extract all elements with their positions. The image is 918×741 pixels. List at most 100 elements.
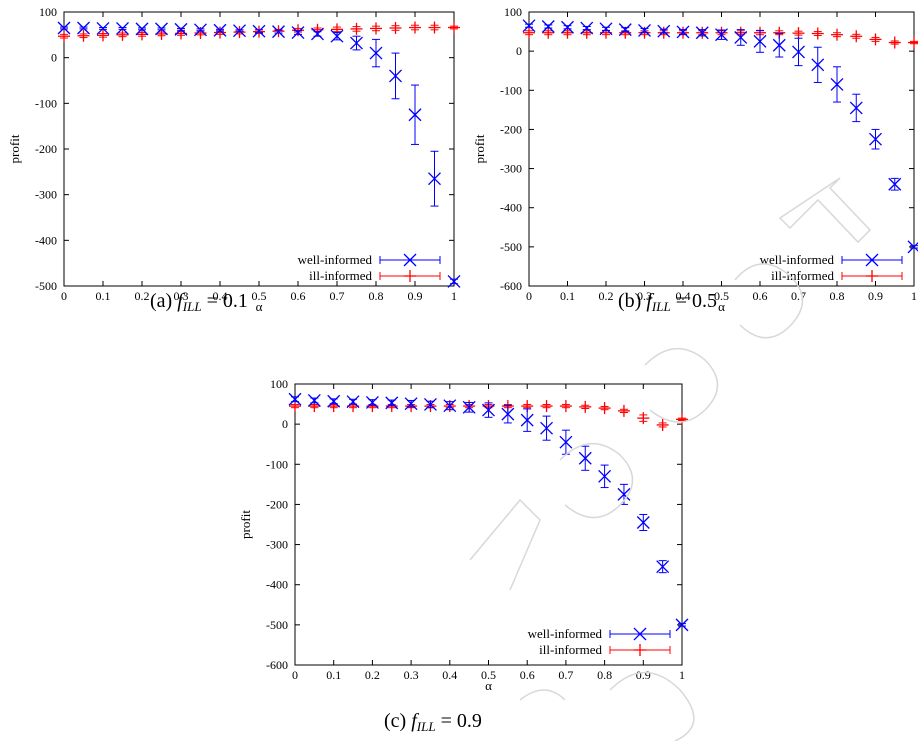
data-point: [135, 22, 149, 36]
x-tick-label: 0.9: [868, 289, 883, 303]
data-point-stroke: [428, 172, 441, 186]
data-point-stroke: [252, 24, 266, 38]
data-point-stroke: [77, 21, 90, 35]
data-point-stroke: [734, 30, 748, 44]
y-axis-label: profit: [7, 134, 22, 163]
data-point: [443, 399, 457, 413]
data-point: [598, 402, 611, 415]
data-point-stroke: [540, 421, 554, 435]
data-point: [174, 22, 188, 36]
caption-subscript: ILL: [416, 719, 436, 734]
y-tick-label: -400: [500, 201, 522, 215]
data-point: [389, 69, 402, 83]
x-tick-label: 0.5: [481, 668, 496, 682]
data-point-stroke: [307, 393, 321, 407]
data-point: [448, 21, 460, 34]
legend-label: well-informed: [528, 626, 603, 641]
x-tick-label: 0.2: [135, 289, 150, 303]
data-point-stroke: [155, 22, 168, 36]
y-tick-label: -200: [35, 142, 57, 156]
data-point: [734, 30, 748, 44]
y-axis-label: profit: [238, 510, 253, 539]
data-point: [908, 36, 918, 49]
data-point: [811, 27, 824, 40]
x-tick-label: 0.6: [291, 289, 306, 303]
x-axis-label: α: [718, 299, 725, 314]
y-tick-label: -400: [35, 233, 57, 247]
plot-frame: [294, 383, 683, 666]
data-point: [57, 21, 71, 35]
data-point-stroke: [636, 516, 650, 529]
data-point-stroke: [57, 21, 71, 35]
y-tick-label: -100: [266, 457, 288, 471]
x-tick-label: 0.4: [676, 289, 691, 303]
data-point: [370, 22, 382, 35]
data-point: [423, 398, 437, 411]
y-tick-label: -500: [500, 240, 522, 254]
charts-layer: 0 0.1 0.2 0.3 0.4 0.5 0.6 0.7 0.8 0.9 1 -500 -400 -30…: [7, 5, 918, 734]
y-tick-label: -200: [500, 122, 522, 136]
data-point-stroke: [389, 69, 402, 83]
y-tick-label: -400: [266, 578, 288, 592]
data-point: [350, 36, 363, 50]
y-axis-label: profit: [472, 134, 487, 163]
data-point-stroke: [404, 397, 418, 411]
data-point: [311, 27, 324, 41]
y-tick-label: -500: [35, 279, 57, 293]
data-point: [811, 58, 825, 72]
chart-panel-0: 0 0.1 0.2 0.3 0.4 0.5 0.6 0.7 0.8 0.9 1 -500 -400 -30…: [7, 5, 461, 314]
x-tick-label: 0.2: [599, 289, 614, 303]
data-point-stroke: [869, 132, 882, 146]
data-point-stroke: [676, 25, 690, 39]
caption-value: = 0.1: [202, 290, 248, 312]
y-tick-label: 0: [516, 44, 522, 58]
data-point: [116, 21, 129, 35]
x-tick-label: 0.1: [96, 289, 111, 303]
data-point-stroke: [811, 58, 825, 72]
x-tick-label: 0.1: [326, 668, 341, 682]
data-point: [541, 20, 555, 33]
y-tick-label: -600: [266, 658, 288, 672]
data-point-stroke: [695, 26, 709, 40]
series-well-informed: [288, 392, 689, 632]
data-point-stroke: [520, 413, 534, 427]
data-point: [155, 22, 168, 36]
data-point-stroke: [327, 394, 341, 408]
legend-label: ill-informed: [771, 268, 834, 283]
x-tick-label: 0.6: [753, 289, 768, 303]
data-point: [213, 23, 227, 37]
data-point: [77, 21, 90, 35]
data-point: [656, 560, 670, 574]
data-point: [772, 38, 786, 52]
data-point: [327, 394, 341, 408]
legend-marker-stroke: [865, 253, 879, 267]
data-point-stroke: [346, 395, 360, 409]
data-point-stroke: [365, 396, 379, 409]
x-axis-label: α: [485, 678, 492, 693]
x-tick-label: 0.4: [442, 668, 457, 682]
legend-marker: [866, 270, 878, 282]
series-ill-informed: [58, 21, 460, 43]
data-point: [409, 21, 421, 34]
caption-value: = 0.5: [671, 290, 717, 312]
data-point-stroke: [675, 618, 689, 632]
data-point: [636, 516, 650, 529]
data-point-stroke: [423, 398, 437, 411]
data-point-stroke: [135, 22, 149, 36]
data-point: [888, 177, 902, 191]
x-tick-label: 0.7: [558, 668, 573, 682]
data-point: [656, 418, 669, 431]
data-point: [637, 412, 650, 425]
data-point-stroke: [580, 21, 594, 35]
caption-variable: f: [646, 290, 654, 312]
x-tick-label: 0.8: [830, 289, 845, 303]
caption-subscript: ILL: [182, 299, 202, 314]
data-point: [561, 20, 574, 34]
data-point: [618, 23, 632, 37]
data-point: [77, 29, 90, 42]
x-axis-label: α: [256, 299, 263, 314]
x-tick-label: 0.9: [636, 668, 651, 682]
data-point-stroke: [311, 27, 324, 41]
